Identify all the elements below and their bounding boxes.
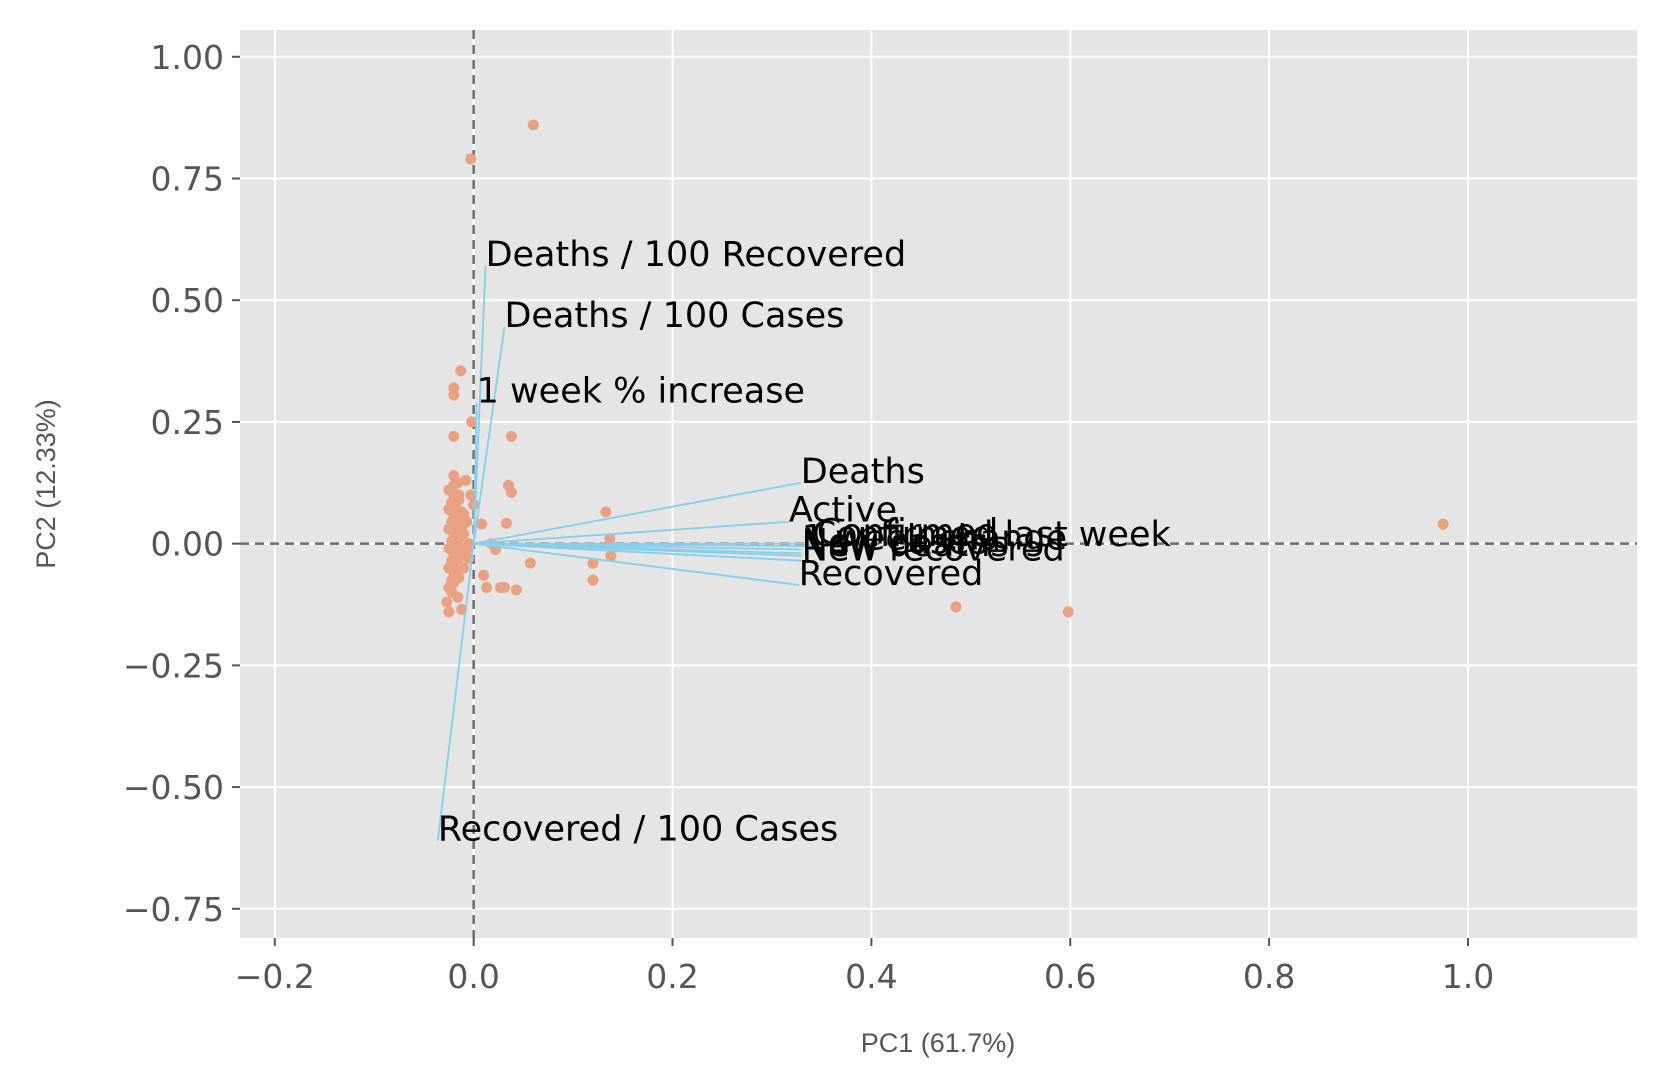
loading-label: Deaths / 100 Cases xyxy=(504,296,844,336)
scatter-point xyxy=(456,603,468,615)
loading-label: Deaths / 100 Recovered xyxy=(486,235,907,275)
y-axis-ticks: −0.75 −0.50 −0.25 0.00 0.25 0.50 0.75 1.00 xyxy=(123,38,240,929)
scatter-point xyxy=(587,574,599,586)
y-tick-label: 0.25 xyxy=(151,403,224,442)
scatter-point xyxy=(605,550,617,562)
x-tick-label: 1.0 xyxy=(1442,957,1494,996)
scatter-point xyxy=(461,543,473,555)
scatter-point xyxy=(510,584,522,596)
scatter-point xyxy=(481,581,493,593)
scatter-point xyxy=(446,535,458,547)
scatter-point xyxy=(505,487,517,499)
scatter-point xyxy=(446,496,458,508)
scatter-point xyxy=(527,119,539,131)
loading-labels: Deaths / 100 Recovered Deaths / 100 Cases… xyxy=(438,235,1172,849)
scatter-point xyxy=(500,517,512,529)
scatter-point xyxy=(476,518,488,530)
y-tick-label: 0.75 xyxy=(151,159,224,198)
y-tick-label: −0.50 xyxy=(123,768,224,807)
scatter-point xyxy=(443,606,455,618)
scatter-point xyxy=(478,569,490,581)
x-tick-label: 0.2 xyxy=(646,957,698,996)
scatter-point xyxy=(505,431,517,443)
scatter-point xyxy=(448,431,460,443)
scatter-point xyxy=(465,489,477,501)
scatter-point xyxy=(450,564,462,576)
loading-vector xyxy=(472,402,478,544)
x-tick-label: 0.6 xyxy=(1044,957,1096,996)
scatter-point xyxy=(498,581,510,593)
x-axis-ticks: −0.2 0.0 0.2 0.4 0.6 0.8 1.0 xyxy=(235,938,1494,996)
loading-label: Recovered xyxy=(799,554,984,594)
scatter-point xyxy=(446,516,458,528)
y-axis-title: PC2 (12.33%) xyxy=(31,399,61,569)
x-axis-title: PC1 (61.7%) xyxy=(861,1028,1016,1058)
loading-vector xyxy=(473,542,802,562)
scatter-point xyxy=(452,477,464,489)
scatter-point xyxy=(461,516,473,528)
x-tick-label: 0.8 xyxy=(1243,957,1295,996)
scatter-point xyxy=(600,506,612,518)
loading-label: 1 week change xyxy=(802,518,1067,558)
loading-label: Confirmed xyxy=(817,513,999,553)
loading-label: Deaths xyxy=(801,452,925,492)
y-tick-label: 0.00 xyxy=(151,525,224,564)
x-tick-label: 0.0 xyxy=(447,957,499,996)
scatter-point xyxy=(443,484,455,496)
loading-vectors xyxy=(436,266,817,841)
loading-label: New cases xyxy=(802,522,988,562)
x-tick-label: −0.2 xyxy=(235,957,315,996)
y-tick-label: −0.25 xyxy=(123,646,224,685)
loading-vector xyxy=(472,326,506,544)
scatter-points xyxy=(441,119,1449,618)
scatter-point xyxy=(466,416,478,428)
loading-vector xyxy=(473,481,801,545)
y-tick-label: 1.00 xyxy=(151,38,224,77)
scatter-point xyxy=(524,557,536,569)
scatter-point xyxy=(1062,606,1074,618)
loading-label: Active xyxy=(789,491,897,531)
loading-vector xyxy=(473,542,799,586)
loading-vector xyxy=(436,543,475,841)
scatter-point xyxy=(604,533,616,545)
scatter-point xyxy=(446,555,458,567)
x-tick-label: 0.4 xyxy=(845,957,897,996)
loading-label: Confirmed last week xyxy=(812,515,1172,555)
scatter-point xyxy=(458,528,470,540)
y-tick-label: −0.75 xyxy=(123,890,224,929)
loading-vector xyxy=(472,266,487,544)
scatter-point xyxy=(455,365,467,377)
scatter-point xyxy=(448,389,460,401)
y-tick-label: 0.50 xyxy=(151,281,224,320)
loading-label: Recovered / 100 Cases xyxy=(438,810,838,850)
scatter-point xyxy=(452,591,464,603)
scatter-point xyxy=(587,557,599,569)
loading-label: 1 week % increase xyxy=(477,371,805,411)
scatter-point xyxy=(465,153,477,165)
scatter-point xyxy=(441,596,453,608)
loading-label: New deaths xyxy=(802,525,1009,565)
loading-label: New recovered xyxy=(802,530,1065,570)
scatter-point xyxy=(446,574,458,586)
scatter-point xyxy=(456,506,468,518)
scatter-point xyxy=(950,601,962,613)
scatter-point xyxy=(1437,518,1449,530)
loading-vector xyxy=(473,520,789,545)
